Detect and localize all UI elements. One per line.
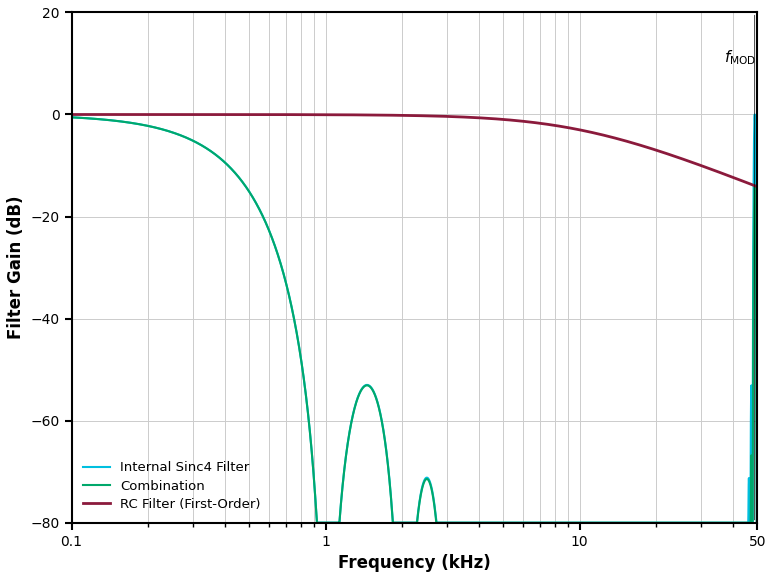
RC Filter (First-Order) xyxy=(631,140,640,147)
Line: RC Filter (First-Order): RC Filter (First-Order) xyxy=(72,115,758,186)
Internal Sinc4 Filter xyxy=(753,477,762,483)
Line: Combination: Combination xyxy=(72,118,758,523)
X-axis label: Frequency (kHz): Frequency (kHz) xyxy=(338,554,491,572)
Combination xyxy=(192,139,201,146)
RC Filter (First-Order) xyxy=(512,117,522,124)
Combination xyxy=(329,519,339,526)
Combination xyxy=(631,519,640,526)
Combination xyxy=(478,519,488,526)
Internal Sinc4 Filter xyxy=(192,139,201,146)
RC Filter (First-Order) xyxy=(329,111,339,118)
Line: Internal Sinc4 Filter: Internal Sinc4 Filter xyxy=(72,115,758,523)
Internal Sinc4 Filter xyxy=(631,519,640,526)
Combination xyxy=(67,114,77,121)
Internal Sinc4 Filter xyxy=(579,519,588,526)
RC Filter (First-Order) xyxy=(192,111,201,118)
Text: $f_{\mathrm{MOD}}$: $f_{\mathrm{MOD}}$ xyxy=(724,48,757,67)
Combination xyxy=(312,519,322,526)
Combination xyxy=(753,519,762,526)
Y-axis label: Filter Gain (dB): Filter Gain (dB) xyxy=(7,196,25,339)
Internal Sinc4 Filter xyxy=(329,519,339,526)
Legend: Internal Sinc4 Filter, Combination, RC Filter (First-Order): Internal Sinc4 Filter, Combination, RC F… xyxy=(78,456,266,516)
Internal Sinc4 Filter xyxy=(513,519,523,526)
Internal Sinc4 Filter xyxy=(478,519,488,526)
Internal Sinc4 Filter xyxy=(67,114,77,121)
Combination xyxy=(513,519,523,526)
Combination xyxy=(579,519,588,526)
RC Filter (First-Order) xyxy=(67,111,77,118)
RC Filter (First-Order) xyxy=(753,183,762,190)
Internal Sinc4 Filter xyxy=(750,111,759,118)
RC Filter (First-Order) xyxy=(578,127,587,134)
Internal Sinc4 Filter xyxy=(312,519,322,526)
RC Filter (First-Order) xyxy=(478,115,488,122)
